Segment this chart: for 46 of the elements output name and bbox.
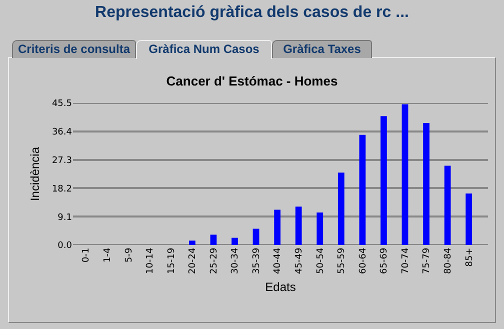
y-tick-label: 36.4: [52, 128, 72, 138]
chart-title: Cancer d' Estómac - Homes: [166, 73, 338, 88]
x-tick-label: 5-9: [124, 248, 134, 263]
x-tick-label: 75-79: [422, 248, 432, 274]
y-tick-label: 0.0: [58, 241, 72, 252]
bar: [466, 194, 472, 245]
x-axis-title: Edats: [265, 280, 296, 294]
x-tick-label: 65-69: [380, 248, 390, 274]
bar: [232, 238, 238, 245]
x-tick-label: 20-24: [188, 248, 198, 274]
x-tick-label: 50-54: [316, 248, 326, 274]
bar: [210, 234, 217, 245]
bar: [274, 210, 280, 245]
y-tick-label: 9.1: [58, 212, 72, 223]
x-tick-label: 35-39: [252, 248, 262, 274]
x-tick-label: 1-4: [102, 248, 113, 263]
bar: [444, 166, 451, 245]
y-tick-label: 18.2: [52, 184, 72, 194]
text: Gràfica Num Casos: [136, 40, 272, 59]
y-axis-title: Incidència: [28, 146, 42, 202]
bar: [295, 206, 302, 245]
bar: [252, 228, 260, 245]
bar: [402, 104, 408, 245]
x-tick-label: 70-74: [400, 248, 411, 274]
x-tick-label: 55-59: [337, 248, 348, 274]
x-tick-label: 10-14: [146, 248, 156, 274]
bar: [423, 122, 430, 245]
text: Criteris de consulta: [12, 40, 136, 58]
x-tick-label: 30-34: [230, 248, 241, 274]
bar: [359, 134, 366, 245]
bar: [316, 212, 324, 245]
text: Gràfica Taxes: [272, 40, 372, 58]
bar: [338, 172, 344, 245]
x-tick-label: 15-19: [166, 248, 177, 274]
x-tick-label: 60-64: [358, 248, 368, 274]
bar: [188, 240, 196, 245]
x-tick-label: 0-1: [82, 248, 92, 263]
x-tick-label: 45-49: [294, 248, 305, 274]
bar: [380, 116, 387, 245]
x-tick-label: 25-29: [209, 248, 220, 274]
x-tick-label: 85+: [464, 248, 475, 267]
x-tick-label: 40-44: [273, 248, 284, 274]
x-tick-label: 80-84: [443, 248, 454, 274]
y-tick-label: 45.5: [52, 99, 72, 110]
y-tick-label: 27.3: [52, 156, 72, 166]
text: Representació gràfica dels casos de rc ...: [94, 4, 410, 22]
